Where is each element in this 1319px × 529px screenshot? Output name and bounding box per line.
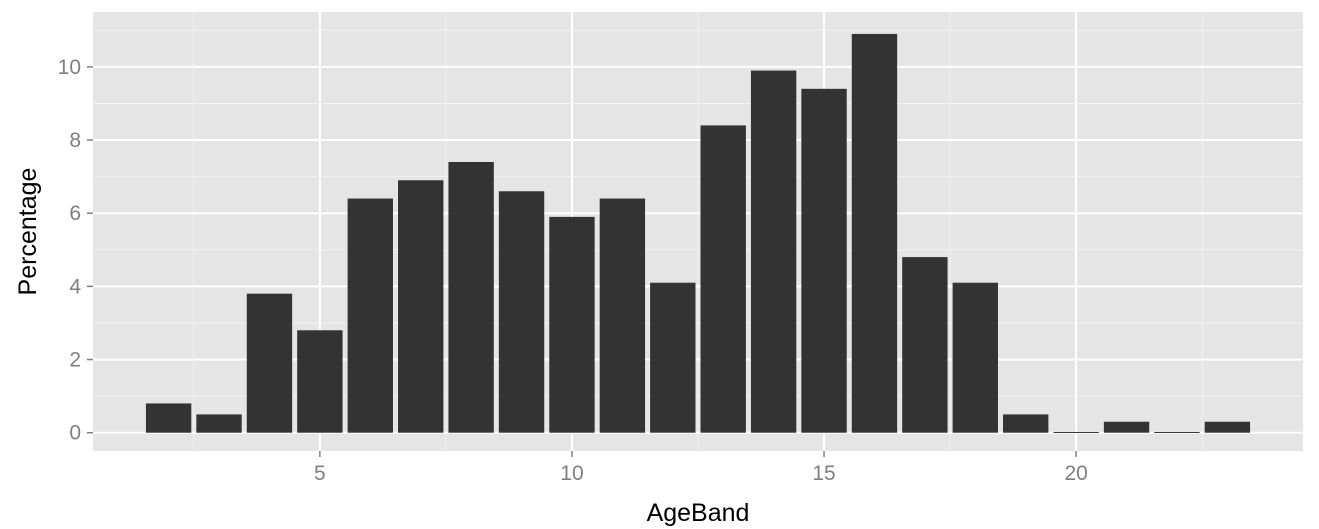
bar-ageband-22 <box>1154 431 1200 433</box>
bar-ageband-12 <box>650 282 696 433</box>
bar-ageband-4 <box>246 293 293 433</box>
bar-ageband-19 <box>1003 414 1049 433</box>
bar-ageband-16 <box>851 33 898 433</box>
y-axis-title: Percentage <box>14 168 42 296</box>
bar-ageband-20 <box>1053 431 1099 433</box>
bar-ageband-8 <box>448 161 494 433</box>
x-tick-label: 5 <box>314 462 326 485</box>
axes: 5 10 15 20 0 2 4 6 8 10 <box>58 56 1088 485</box>
bar-ageband-10 <box>549 216 595 433</box>
bar-ageband-13 <box>700 125 746 433</box>
bar-ageband-3 <box>196 414 242 433</box>
y-tick-label: 10 <box>58 56 81 79</box>
y-tick-label: 2 <box>69 349 81 372</box>
bar-ageband-15 <box>801 88 847 433</box>
bar-ageband-5 <box>297 330 343 433</box>
bar-ageband-21 <box>1103 421 1150 433</box>
grid-lines <box>93 12 1303 451</box>
bar-ageband-18 <box>952 282 998 433</box>
x-tick-label: 10 <box>560 462 583 485</box>
bar-ageband-14 <box>750 70 797 433</box>
bar-ageband-17 <box>902 257 948 433</box>
bar-ageband-23 <box>1204 421 1251 433</box>
y-tick-label: 0 <box>69 422 81 445</box>
bar-ageband-7 <box>398 180 444 433</box>
y-tick-label: 8 <box>69 129 81 152</box>
bar-ageband-6 <box>347 198 393 433</box>
bar-ageband-11 <box>599 198 646 433</box>
bar-ageband-2 <box>145 403 192 433</box>
y-tick-label: 4 <box>69 275 81 298</box>
y-tick-label: 6 <box>69 202 81 225</box>
x-tick-label: 20 <box>1064 462 1087 485</box>
x-axis-title: AgeBand <box>647 499 750 527</box>
x-tick-label: 15 <box>812 462 835 485</box>
bar-ageband-9 <box>498 191 545 433</box>
bars <box>145 33 1251 433</box>
